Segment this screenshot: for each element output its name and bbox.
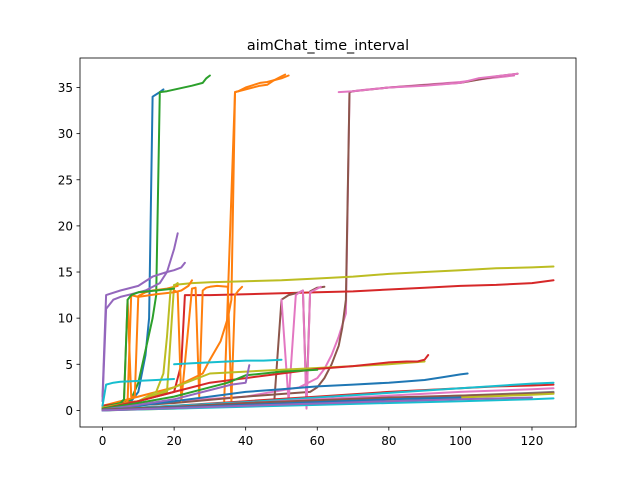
series-line-13 [123,284,179,403]
x-tick-label: 120 [521,434,544,448]
series-line-34 [101,396,533,412]
series-line-20 [173,358,283,366]
y-tick-label: 35 [58,81,73,95]
series-line-3 [101,73,287,407]
y-tick-label: 10 [58,312,73,326]
y-tick-label: 5 [65,358,73,372]
axes-frame [79,57,577,428]
chart-title: aimChat_time_interval [247,38,409,54]
tick-layer: 0 20 40 60 80 100 120 0 5 10 15 20 25 30 35 [58,81,544,448]
y-tick-label: 25 [58,173,73,187]
series-line-16 [280,285,322,410]
series-line-10 [101,265,555,407]
y-tick-label: 0 [65,404,73,418]
y-tick-label: 30 [58,127,73,141]
axes-background [80,58,576,427]
x-tick-label: 100 [449,434,472,448]
x-tick-label: 80 [381,434,396,448]
series-layer [101,72,555,412]
x-tick-label: 40 [238,434,253,448]
series-line-30 [101,391,555,411]
series-line-7 [337,72,519,94]
series-line-4 [223,74,290,403]
x-tick-label: 0 [99,434,107,448]
y-tick-label: 15 [58,266,73,280]
series-line-25 [101,364,251,411]
series-line-23 [101,368,319,410]
series-line-18 [101,287,176,409]
x-tick-label: 60 [310,434,325,448]
series-line-24 [101,372,469,411]
x-tick-label: 20 [166,434,181,448]
series-line-8 [101,261,186,398]
y-tick-label: 20 [58,219,73,233]
series-line-19 [101,378,176,407]
